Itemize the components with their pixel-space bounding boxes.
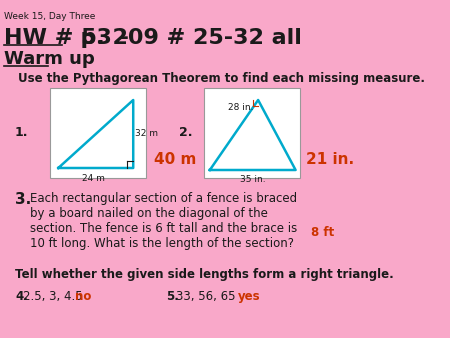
Text: 33, 56, 65: 33, 56, 65 (176, 290, 235, 303)
Text: 2.: 2. (179, 126, 193, 140)
Text: HW # 53 -: HW # 53 - (4, 28, 129, 48)
Text: 40 m: 40 m (154, 152, 196, 168)
Text: 8 ft: 8 ft (310, 226, 334, 239)
Text: Each rectangular section of a fence is braced
by a board nailed on the diagonal : Each rectangular section of a fence is b… (30, 192, 297, 250)
Text: 32 m: 32 m (135, 129, 158, 139)
Text: Tell whether the given side lengths form a right triangle.: Tell whether the given side lengths form… (15, 268, 394, 281)
Text: 5.: 5. (166, 290, 180, 303)
FancyBboxPatch shape (204, 88, 300, 178)
Text: 1.: 1. (15, 126, 28, 140)
Text: 28 in.: 28 in. (228, 103, 254, 112)
Text: 4.: 4. (15, 290, 28, 303)
Text: 2.5, 3, 4.5: 2.5, 3, 4.5 (23, 290, 83, 303)
Text: Week 15, Day Three: Week 15, Day Three (4, 12, 95, 21)
Text: 21 in.: 21 in. (306, 152, 355, 168)
Text: yes: yes (238, 290, 261, 303)
Text: Use the Pythagorean Theorem to find each missing measure.: Use the Pythagorean Theorem to find each… (18, 72, 425, 85)
Text: Warm up: Warm up (4, 50, 95, 68)
Text: 3.: 3. (15, 192, 31, 207)
Text: p. 209 # 25-32 all: p. 209 # 25-32 all (65, 28, 302, 48)
Text: no: no (75, 290, 91, 303)
Text: 35 in.: 35 in. (240, 175, 266, 184)
Text: 24 m: 24 m (82, 174, 105, 183)
FancyBboxPatch shape (50, 88, 146, 178)
